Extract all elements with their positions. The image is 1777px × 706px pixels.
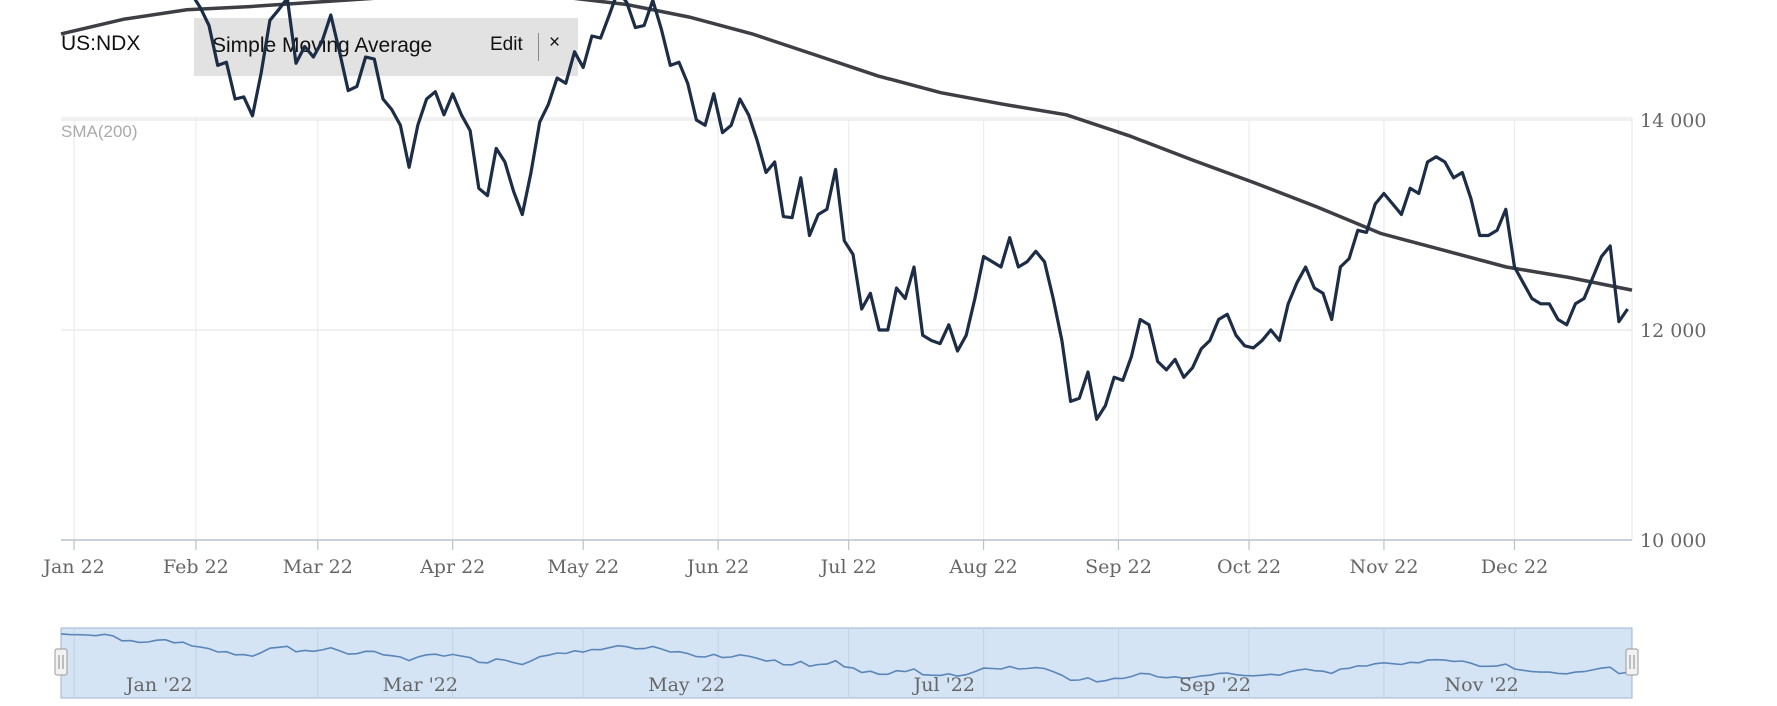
symbol-label: US:NDX	[61, 32, 141, 55]
navigator: Jan '22 Mar '22 May '22 Jul '22 Sep '22 Nov '…	[54, 627, 1639, 699]
navigator-tick-label: Nov '22	[1445, 674, 1519, 696]
x-tick-label: Dec 22	[1481, 556, 1548, 578]
remove-indicator-button[interactable]: ×	[549, 32, 561, 53]
x-tick-label: Mar 22	[283, 556, 353, 578]
chip-divider	[538, 33, 539, 61]
navigator-tick-label: Jan '22	[124, 674, 193, 696]
x-tick-label: Oct 22	[1217, 556, 1281, 578]
x-tick-label: Aug 22	[948, 556, 1017, 578]
edit-indicator-button[interactable]: Edit	[490, 34, 523, 55]
grid-lines	[61, 117, 1633, 540]
x-tick-label: Apr 22	[419, 556, 485, 578]
x-tick-label: Jul 22	[819, 556, 877, 578]
x-tick-label: Feb 22	[163, 556, 229, 578]
indicator-axis-label: SMA(200)	[61, 122, 138, 141]
navigator-tick-label: May '22	[648, 674, 725, 696]
x-tick-label: May 22	[547, 556, 619, 578]
navigator-grid	[73, 628, 1516, 698]
navigator-tick-labels: Jan '22 Mar '22 May '22 Jul '22 Sep '22 Nov '…	[124, 674, 1519, 696]
y-tick-label: 12 000	[1640, 320, 1706, 342]
navigator-series-line	[60, 633, 1628, 683]
price-line	[193, 0, 1629, 421]
x-axis: Jan 22 Feb 22 Mar 22 Apr 22 May 22 Jun 22 Jul …	[41, 539, 1632, 578]
navigator-tick-label: Mar '22	[383, 674, 458, 696]
navigator-tick-label: Sep '22	[1179, 674, 1251, 696]
navigator-selection[interactable]	[60, 627, 1633, 699]
y-tick-label: 10 000	[1640, 530, 1706, 552]
navigator-tick-label: Jul '22	[912, 674, 975, 696]
x-tick-label: Jun 22	[685, 556, 749, 578]
y-tick-label: 14 000	[1640, 110, 1706, 132]
x-tick-label: Jan 22	[41, 556, 104, 578]
navigator-right-handle[interactable]	[1625, 648, 1639, 676]
sma-200-line	[60, 0, 1633, 292]
x-tick-label: Sep 22	[1085, 556, 1152, 578]
x-tick-label: Nov 22	[1349, 556, 1418, 578]
navigator-left-handle[interactable]	[54, 648, 68, 676]
